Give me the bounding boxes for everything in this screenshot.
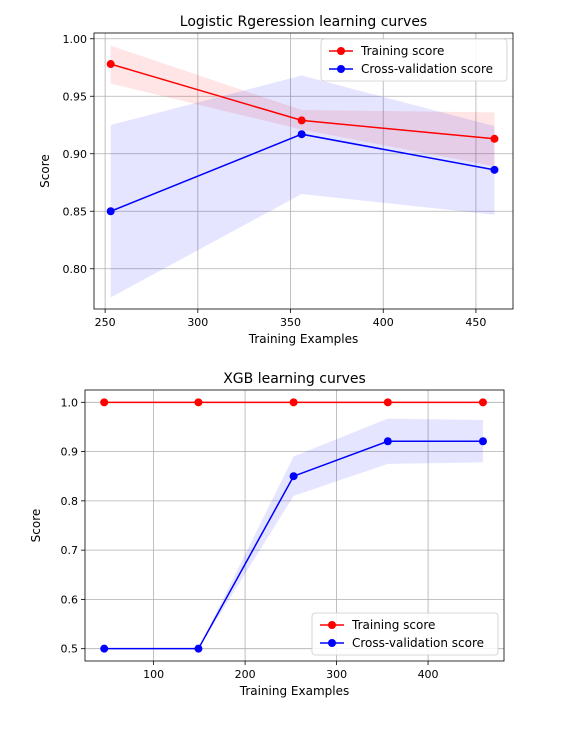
- band-training: [110, 45, 495, 167]
- x-tick-label: 400: [418, 668, 439, 681]
- y-tick-label: 0.85: [63, 205, 88, 218]
- data-point-cross-validation: [297, 130, 306, 139]
- axes-frame: [93, 32, 514, 310]
- y-tick-label: 0.7: [61, 544, 79, 557]
- y-tick-label: 0.9: [61, 446, 79, 459]
- data-point-training: [194, 398, 203, 407]
- y-tick-label: 1.0: [61, 396, 79, 409]
- data-point-cross-validation: [478, 437, 487, 446]
- data-point-training: [289, 398, 298, 407]
- data-point-training: [297, 116, 306, 125]
- x-tick-label: 250: [95, 316, 116, 329]
- legend-label-training: Training score: [351, 618, 435, 632]
- x-tick-label: 300: [187, 316, 208, 329]
- x-tick-label: 100: [143, 668, 164, 681]
- y-tick-label: 0.8: [61, 495, 79, 508]
- chart-2: 100 200 300 400 0.5 0.6 0.7 0.8 0.9 1.0 XGB learni…: [29, 371, 505, 698]
- y-tick-label: 0.90: [63, 148, 88, 161]
- legend-marker-training: [337, 47, 345, 55]
- legend-marker-cross-validation: [328, 639, 336, 647]
- legend-label-training: Training score: [360, 44, 444, 58]
- legend-box: [311, 612, 499, 656]
- y-tick-label: 0.6: [61, 593, 79, 606]
- legend-box: [320, 38, 508, 82]
- y-axis-label: Score: [38, 154, 52, 188]
- x-tick-label: 400: [373, 316, 394, 329]
- legend-label-cross-validation: Cross-validation score: [361, 62, 493, 76]
- legend-marker-training: [328, 621, 336, 629]
- chart-1: 250 300 350 400 450 0.80 0.85 0.90 0.95 1.00 Logis…: [38, 14, 514, 346]
- data-point-cross-validation: [106, 207, 115, 216]
- y-tick-label: 1.00: [63, 33, 88, 46]
- legend: Training score Cross-validation score: [311, 612, 499, 656]
- legend-marker-cross-validation: [337, 65, 345, 73]
- data-point-cross-validation: [100, 644, 109, 653]
- y-tick-label: 0.5: [61, 643, 79, 656]
- y-axis-label: Score: [29, 509, 43, 543]
- data-point-cross-validation: [194, 644, 203, 653]
- data-point-training: [106, 60, 115, 69]
- x-tick-label: 200: [235, 668, 256, 681]
- data-point-training: [478, 398, 487, 407]
- band-cross-validation: [110, 75, 495, 298]
- data-point-training: [383, 398, 392, 407]
- x-axis-label: Training Examples: [239, 684, 349, 698]
- x-tick-label: 350: [280, 316, 301, 329]
- data-point-training: [490, 134, 499, 143]
- data-point-cross-validation: [490, 165, 499, 174]
- legend: Training score Cross-validation score: [320, 38, 508, 82]
- axes-frame: [84, 389, 505, 662]
- legend-label-cross-validation: Cross-validation score: [352, 636, 484, 650]
- x-axis-label: Training Examples: [248, 332, 358, 346]
- data-point-cross-validation: [383, 437, 392, 446]
- data-point-cross-validation: [289, 472, 298, 481]
- y-tick-label: 0.80: [63, 263, 88, 276]
- chart-title: XGB learning curves: [223, 371, 366, 387]
- y-tick-label: 0.95: [63, 90, 88, 103]
- x-tick-label: 300: [326, 668, 347, 681]
- chart-title: Logistic Rgeression learning curves: [180, 14, 427, 30]
- x-tick-label: 450: [465, 316, 486, 329]
- data-point-training: [100, 398, 109, 407]
